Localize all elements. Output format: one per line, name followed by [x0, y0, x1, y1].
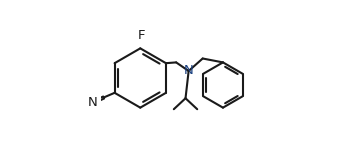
Text: N: N: [87, 96, 97, 109]
Text: N: N: [184, 64, 193, 78]
Text: F: F: [137, 29, 145, 42]
